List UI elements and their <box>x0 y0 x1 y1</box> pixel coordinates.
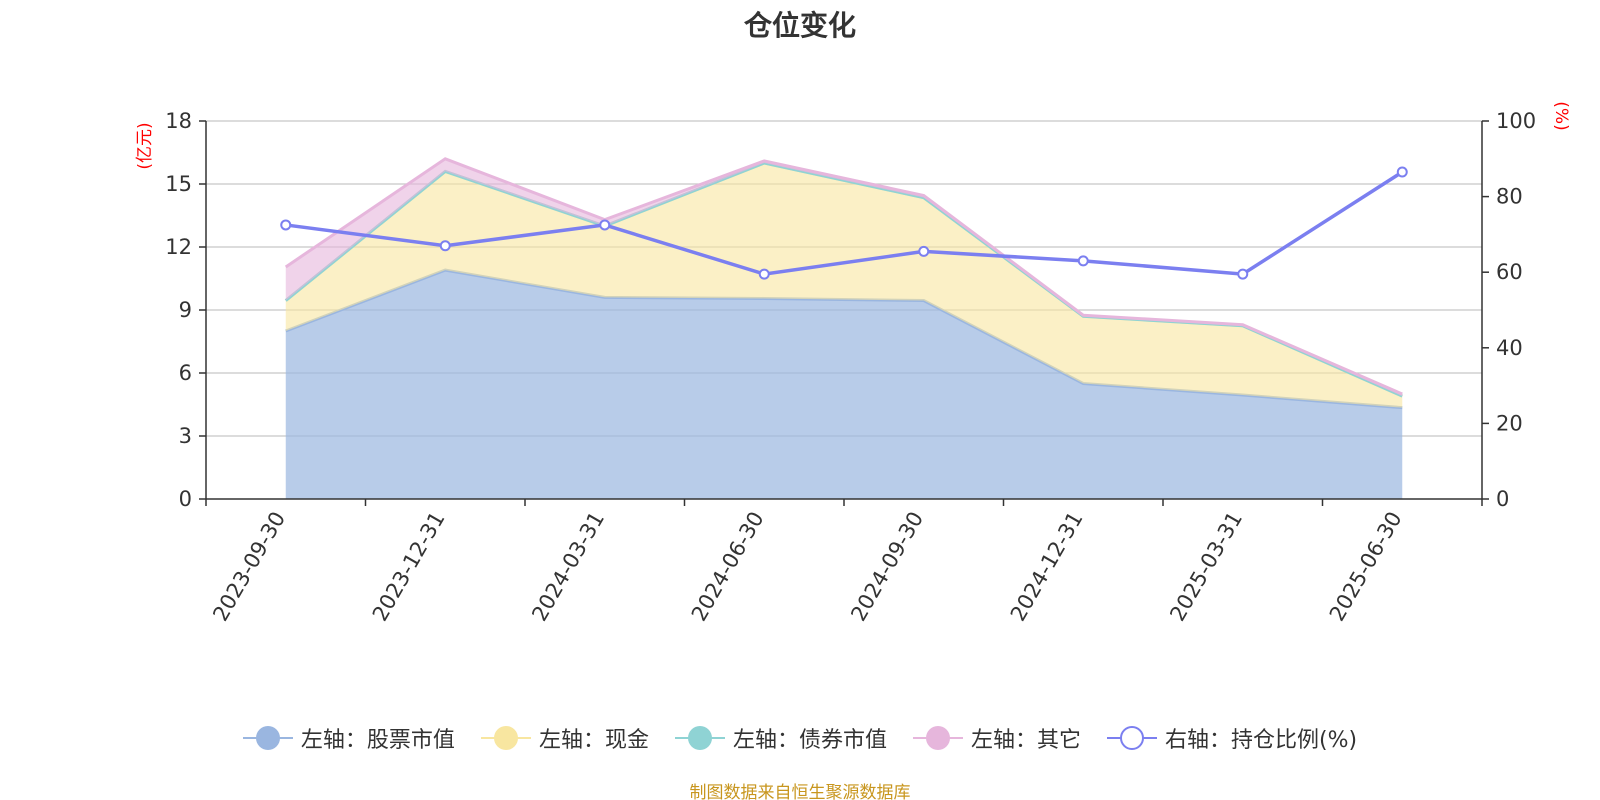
x-tick-label: 2024-09-30 <box>846 508 928 626</box>
line-layer <box>280 166 1408 280</box>
legend-swatch <box>1106 724 1157 752</box>
right-tick-label: 80 <box>1496 185 1523 209</box>
area-1 <box>285 270 1403 499</box>
legend-item[interactable]: 左轴：其它 <box>912 722 1081 754</box>
right-axis-unit: (%) <box>1551 101 1571 130</box>
ratio-point[interactable] <box>439 240 451 252</box>
legend-swatch <box>480 724 531 752</box>
right-tick-label: 60 <box>1496 260 1523 284</box>
left-tick-label: 9 <box>179 298 192 322</box>
x-tick-label: 2023-09-30 <box>208 508 290 626</box>
ratio-point[interactable] <box>280 219 292 231</box>
legend-label: 左轴：现金 <box>538 728 649 753</box>
left-tick-label: 3 <box>179 424 192 448</box>
x-tick-label: 2024-06-30 <box>687 508 769 626</box>
ratio-point[interactable] <box>1077 255 1089 267</box>
x-tick-label: 2024-12-31 <box>1006 508 1088 626</box>
right-tick-label: 40 <box>1496 336 1523 360</box>
ratio-point[interactable] <box>758 268 770 280</box>
legend-swatch <box>912 724 963 752</box>
chart-title: 仓位变化 <box>743 9 856 42</box>
left-tick-label: 12 <box>165 235 192 259</box>
left-tick-label: 18 <box>165 109 192 133</box>
legend-label: 左轴：其它 <box>970 728 1081 753</box>
legend-label: 左轴：股票市值 <box>300 728 455 753</box>
legend-label: 左轴：债券市值 <box>732 728 887 753</box>
legend-item[interactable]: 左轴：债券市值 <box>674 722 887 754</box>
left-tick-label: 6 <box>179 361 192 385</box>
left-tick-label: 15 <box>165 172 192 196</box>
legend-item[interactable]: 右轴：持仓比例(%) <box>1106 722 1358 754</box>
legend-swatch <box>242 724 293 752</box>
x-tick-label: 2025-03-31 <box>1165 508 1247 626</box>
legend-item[interactable]: 左轴：股票市值 <box>242 722 455 754</box>
area-2 <box>285 163 1403 408</box>
left-tick-label: 0 <box>179 487 192 511</box>
area-edge-4 <box>284 157 1403 396</box>
ratio-point[interactable] <box>1396 166 1408 178</box>
right-tick-label: 100 <box>1496 109 1536 133</box>
x-tick-label: 2023-12-31 <box>368 508 450 626</box>
legend: 左轴：股票市值 左轴：现金 左轴：债券市值 左轴：其它 右轴：持仓比例(%) <box>0 722 1600 754</box>
right-tick-label: 20 <box>1496 411 1523 435</box>
right-tick-label: 0 <box>1496 487 1509 511</box>
area-layer <box>284 157 1403 499</box>
legend-label: 右轴：持仓比例(%) <box>1164 728 1358 753</box>
legend-swatch <box>674 724 725 752</box>
x-tick-label: 2024-03-31 <box>527 508 609 626</box>
ratio-point[interactable] <box>1237 268 1249 280</box>
left-axis-unit: (亿元) <box>135 122 155 169</box>
legend-item[interactable]: 左轴：现金 <box>480 722 649 754</box>
ratio-point[interactable] <box>918 245 930 257</box>
source-note: 制图数据来自恒生聚源数据库 <box>689 783 911 800</box>
x-tick-label: 2025-06-30 <box>1325 508 1407 626</box>
ratio-line <box>285 170 1404 276</box>
ratio-point[interactable] <box>599 219 611 231</box>
